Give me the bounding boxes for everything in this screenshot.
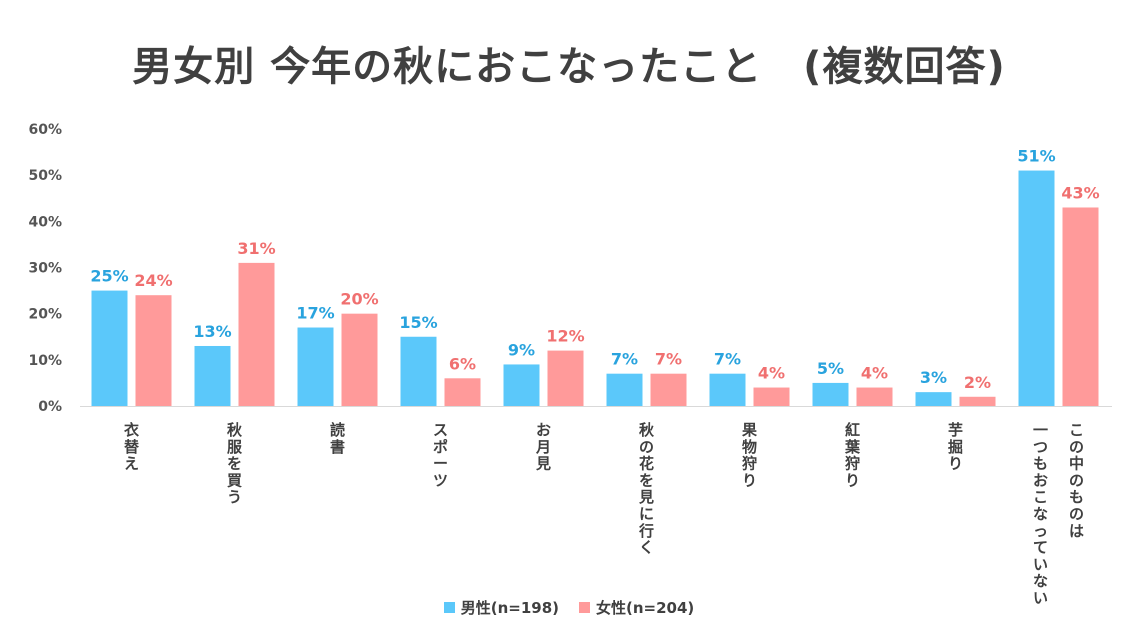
bar-male [710,374,746,406]
legend-item-male: 男性(n=198) [444,597,559,618]
legend-swatch-male [444,602,455,613]
y-tick-label: 30% [28,261,62,277]
y-tick-label: 20% [28,307,62,323]
bar-male [607,374,643,406]
bar-chart: 0% 10% 20% 30% 40% 50% 60% 25% 24% 衣替え 13% 31% 秋服を買う… [0,0,1138,640]
bar-female [239,263,275,406]
x-category-label: 芋掘り [948,421,963,473]
legend-label-male: 男性(n=198) [461,597,559,618]
bar-female [136,295,172,406]
x-category-label: 衣替え [124,421,140,473]
y-tick-label: 60% [28,122,62,138]
data-label-male: 7% [611,350,638,369]
data-label-female: 7% [655,350,682,369]
bar-female [445,378,481,406]
x-category-label: 秋の花を見に行く [638,421,655,557]
data-label-female: 43% [1061,183,1099,202]
x-category-label: 読書 [330,421,345,456]
data-label-male: 7% [714,350,741,369]
y-tick-label: 0% [38,399,62,415]
legend: 男性(n=198) 女性(n=204) [0,597,1138,618]
bar-female [342,314,378,406]
data-label-female: 12% [546,327,584,346]
bar-male [1019,171,1055,406]
x-category-label: 秋服を買う [227,421,243,506]
data-label-female: 4% [758,364,785,383]
bar-male [92,291,128,406]
y-tick-label: 10% [28,353,62,369]
bar-male [298,328,334,406]
legend-item-female: 女性(n=204) [579,597,694,618]
y-tick-label: 50% [28,168,62,184]
bar-female [857,388,893,406]
data-label-female: 2% [964,373,991,392]
data-label-female: 24% [134,271,172,290]
bar-male [195,346,231,406]
data-label-male: 17% [296,304,334,323]
bar-male [401,337,437,406]
bar-male [916,392,952,406]
x-category-label: 一つもおこなっていない [1033,421,1048,607]
data-label-male: 13% [193,322,231,341]
bar-female [651,374,687,406]
bar-male [813,383,849,406]
legend-label-female: 女性(n=204) [596,597,694,618]
bar-male [504,364,540,406]
x-category-label: 紅葉狩り [844,421,861,489]
data-label-female: 31% [237,239,275,258]
data-label-female: 4% [861,364,888,383]
legend-swatch-female [579,602,590,613]
data-label-male: 5% [817,359,844,378]
x-category-label: スポーツ [433,421,448,489]
y-tick-label: 40% [28,214,62,230]
x-category-label: 果物狩り [741,421,758,489]
bar-female [1063,207,1099,406]
data-label-female: 20% [340,290,378,309]
x-category-label: お月見 [535,421,551,473]
bar-female [548,351,584,406]
data-label-male: 25% [90,267,128,286]
data-label-male: 3% [920,368,947,387]
data-label-male: 9% [508,340,535,359]
data-label-male: 51% [1017,147,1055,166]
bar-female [754,388,790,406]
bar-female [960,397,996,406]
data-label-female: 6% [449,354,476,373]
data-label-male: 15% [399,313,437,332]
x-category-label: この中のものは [1069,421,1084,540]
